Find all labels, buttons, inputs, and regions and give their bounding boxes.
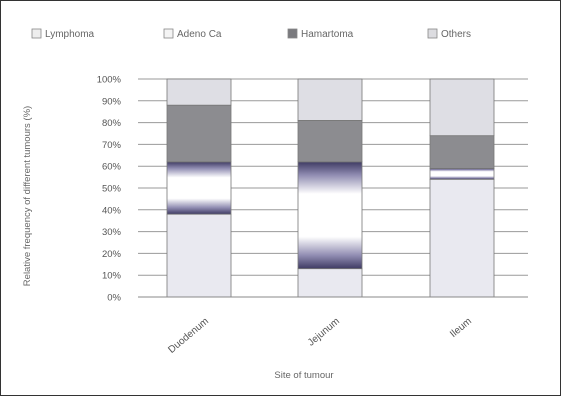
bar-duodenum-hamartoma bbox=[166, 104, 232, 163]
legend: Lymphoma Adeno Ca Hamartoma Others bbox=[31, 28, 471, 40]
y-tick-label: 0% bbox=[107, 293, 121, 304]
y-tick-label: 90% bbox=[102, 96, 122, 107]
legend-swatch-hamartoma bbox=[287, 28, 298, 39]
bar-ileum-others bbox=[429, 78, 495, 137]
y-tick-label: 50% bbox=[102, 184, 122, 195]
x-axis-categories: Duodenum Jejunum Ileum bbox=[166, 316, 474, 356]
y-tick-label: 40% bbox=[102, 205, 122, 216]
y-tick-label: 30% bbox=[102, 227, 122, 238]
bar-ileum-hamartoma bbox=[429, 135, 495, 169]
x-category-label: Jejunum bbox=[306, 316, 342, 349]
bars bbox=[166, 78, 495, 298]
y-tick-label: 100% bbox=[97, 75, 122, 86]
y-tick-label: 20% bbox=[102, 249, 122, 260]
legend-swatch-lymphoma bbox=[31, 28, 42, 39]
legend-label-others: Others bbox=[441, 29, 471, 40]
y-axis-ticks: 0% 10% 20% 30% 40% 50% 60% 70% 80% 90% 100% bbox=[97, 75, 122, 304]
y-axis-title: Relative frequency of different tumours … bbox=[22, 106, 33, 286]
legend-swatch-others bbox=[427, 28, 438, 39]
x-axis-title: Site of tumour bbox=[274, 370, 333, 381]
y-tick-label: 80% bbox=[102, 118, 122, 129]
y-tick-label: 70% bbox=[102, 140, 122, 151]
bar-jejunum-others bbox=[297, 78, 363, 121]
y-tick-label: 60% bbox=[102, 162, 122, 173]
legend-label-hamartoma: Hamartoma bbox=[301, 29, 354, 40]
legend-label-adeno-ca: Adeno Ca bbox=[177, 29, 222, 40]
bar-duodenum-lymphoma bbox=[166, 213, 232, 298]
bar-duodenum-others bbox=[166, 78, 232, 106]
legend-label-lymphoma: Lymphoma bbox=[45, 29, 95, 40]
legend-swatch-adeno-ca bbox=[163, 28, 174, 39]
bar-jejunum-hamartoma bbox=[297, 120, 363, 163]
x-category-label: Duodenum bbox=[166, 316, 211, 356]
y-tick-label: 10% bbox=[102, 271, 122, 282]
bar-jejunum-lymphoma bbox=[297, 268, 363, 298]
bar-ileum-adeno-ca bbox=[429, 167, 495, 180]
bar-duodenum-adeno-ca bbox=[166, 161, 232, 215]
bar-jejunum-adeno-ca bbox=[297, 161, 363, 270]
x-category-label: Ileum bbox=[448, 316, 474, 340]
bar-ileum-lymphoma bbox=[429, 178, 495, 298]
